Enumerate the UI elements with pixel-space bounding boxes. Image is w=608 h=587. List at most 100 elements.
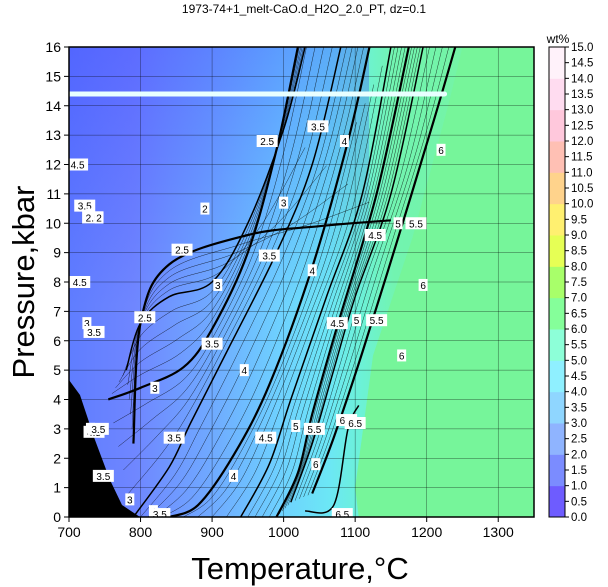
colorbar-tick-label-19: 9.5 xyxy=(571,214,587,226)
colorbar-segment-8 xyxy=(549,235,565,267)
contour-label-bg-11 xyxy=(307,264,317,277)
colorbar-title: wt% xyxy=(546,32,570,46)
colorbar-tick-label-30: 15.0 xyxy=(571,42,593,54)
contour-label-11: 4 xyxy=(309,266,315,277)
y-tick-label-8: 8 xyxy=(53,274,61,290)
contour-5.5 xyxy=(290,47,424,503)
colorbar-tick-label-0: 0.0 xyxy=(571,512,587,524)
contour-label-bg-34 xyxy=(92,469,114,482)
colorbar-tick-label-25: 12.5 xyxy=(571,120,593,132)
contour-label-bg-30 xyxy=(331,508,353,517)
fine-contour-3-1 xyxy=(140,47,347,517)
x-tick-label-0: 700 xyxy=(57,524,81,540)
colorbar-tick-label-18: 9.0 xyxy=(571,230,587,242)
fine-contour-2-3 xyxy=(123,47,324,471)
colorbar-tick-label-8: 4.0 xyxy=(571,387,587,399)
colorbar-tick-label-17: 8.5 xyxy=(571,246,587,258)
fine-contour-4-1 xyxy=(183,122,357,517)
contour-label-37: 3.5 xyxy=(91,425,105,436)
contour-label-bg-23 xyxy=(303,422,325,435)
contour-label-27: 3.5 xyxy=(167,434,181,445)
contour-label-bg-21 xyxy=(150,381,160,394)
contour-label-5: 2 xyxy=(202,205,208,216)
contour-label-bg-9 xyxy=(258,249,280,262)
fine-contour-4-3 xyxy=(211,84,375,517)
contour-label-bg-38 xyxy=(82,317,92,330)
contour-label-bg-3 xyxy=(436,143,446,156)
fine-contour-5-2 xyxy=(254,47,399,517)
contour-label-bg-10 xyxy=(171,243,193,256)
dark-corner-region xyxy=(69,380,140,517)
contour-label-bg-6 xyxy=(364,229,386,241)
contour-label-bg-14 xyxy=(326,317,348,330)
contour-label-17: 2.5 xyxy=(138,313,152,324)
colorbar-tick-label-21: 10.5 xyxy=(571,183,593,195)
x-axis-ticks: 700 800 900 1000 1100 1200 1300 xyxy=(57,517,514,540)
colorbar-tick-label-11: 5.5 xyxy=(571,340,587,352)
contour-label-1: 3.5 xyxy=(311,122,325,133)
contour-label-bg-1 xyxy=(307,120,329,133)
y-tick-label-6: 6 xyxy=(53,333,61,349)
colorbar-segment-10 xyxy=(549,172,565,205)
fine-contour-3-3 xyxy=(154,47,359,517)
contour-label-bg-18 xyxy=(201,337,223,350)
contour-label-bg-5 xyxy=(200,202,210,215)
colorbar-tick-label-7: 3.5 xyxy=(571,402,587,414)
contour-label-31: 3 xyxy=(127,495,133,506)
colorbar-tick-label-23: 11.5 xyxy=(571,152,593,164)
colorbar-tick-label-27: 13.5 xyxy=(571,89,593,101)
y-tick-label-16: 16 xyxy=(45,39,61,55)
contour-label-29: 6 xyxy=(313,460,319,471)
contour-label-bg-27 xyxy=(163,431,185,444)
colorbar-segment-2 xyxy=(549,423,565,455)
x-axis-label: Temperature,°C xyxy=(191,551,408,586)
x-tick-label-3: 1000 xyxy=(268,524,299,540)
contour-4.5 xyxy=(240,47,392,517)
fine-contour-7-4 xyxy=(307,47,450,496)
contour-label-bg-15 xyxy=(352,314,362,327)
contour-label-bg-45 xyxy=(94,211,104,224)
colorbar-tick-label-1: 0.5 xyxy=(571,496,587,508)
colorbar-tick-label-6: 3.0 xyxy=(571,418,587,430)
contour-label-41: 4.5 xyxy=(71,161,85,172)
contour-label-bg-2 xyxy=(339,135,349,147)
y-tick-label-7: 7 xyxy=(53,303,61,319)
contour-label-28: 4 xyxy=(231,472,237,483)
colorbar-segment-4 xyxy=(549,360,565,393)
contour-label-9: 3.5 xyxy=(262,252,276,263)
contour-label-34: 3.5 xyxy=(96,472,110,483)
fine-contour-7-3 xyxy=(303,47,443,498)
fine-contour-5-1 xyxy=(247,47,395,517)
contour-label-2: 4 xyxy=(342,137,348,148)
contour-label-21: 3 xyxy=(152,384,158,395)
colorbar-tick-label-5: 2.5 xyxy=(571,434,587,446)
x-tick-label-6: 1300 xyxy=(483,524,514,540)
contour-label-bg-4 xyxy=(279,196,289,209)
contour-label-bg-25 xyxy=(344,417,366,429)
contour-label-19: 6 xyxy=(399,351,405,362)
colorbar-segment-11 xyxy=(549,141,565,173)
colorbar-tick-label-24: 12.0 xyxy=(571,136,593,148)
colorbar-segment-0 xyxy=(549,485,565,518)
colorbar-tick-label-2: 1.0 xyxy=(571,481,587,493)
colorbar-tick-label-15: 7.5 xyxy=(571,277,587,289)
contour-label-15: 5 xyxy=(354,316,360,327)
contour-label-16: 5.5 xyxy=(370,316,384,327)
contour-label-42: 3.5 xyxy=(78,202,92,213)
contour-label-40: 4.5 xyxy=(73,278,87,289)
contour-label-bg-7 xyxy=(393,217,403,230)
colorbar-segment-3 xyxy=(549,391,565,424)
y-tick-label-2: 2 xyxy=(53,450,61,466)
colorbar-tick-label-12: 6.0 xyxy=(571,324,587,336)
y-tick-label-1: 1 xyxy=(53,480,61,496)
contour-label-bg-8 xyxy=(405,217,427,230)
colorbar-tick-label-3: 1.5 xyxy=(571,465,587,477)
contour-label-0: 2.5 xyxy=(260,137,274,148)
contour-label-45: 2 xyxy=(96,213,102,224)
contour-label-bg-17 xyxy=(134,311,156,324)
contour-label-23: 5.5 xyxy=(307,425,321,436)
contour-2 xyxy=(132,219,391,444)
